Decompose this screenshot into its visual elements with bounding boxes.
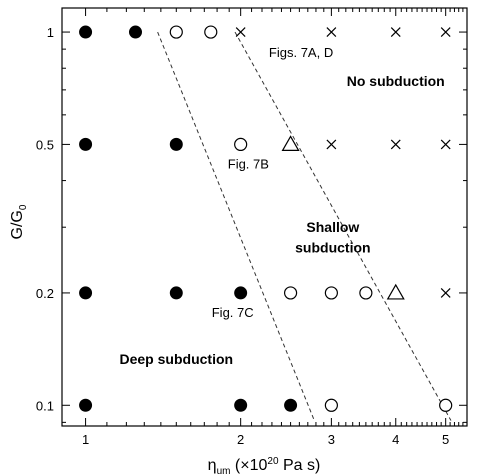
- open-circle-point: [439, 398, 453, 412]
- x-tick-label: 5: [442, 432, 449, 447]
- cross-point: [390, 27, 401, 37]
- filled-circle-point: [234, 398, 248, 412]
- x-tick-label: 1: [82, 432, 89, 447]
- filled-circle-point: [79, 137, 93, 151]
- figure-annotation: Fig. 7C: [212, 305, 254, 320]
- filled-circle-point: [129, 25, 143, 39]
- x-axis-title: ηum (×1020 Pa s): [208, 456, 321, 476]
- cross-point: [440, 27, 451, 37]
- cross-point: [440, 139, 451, 150]
- region-label: Shallow: [306, 219, 359, 235]
- y-tick-label: 0.5: [36, 137, 54, 152]
- filled-circle-point: [169, 137, 183, 151]
- data-markers: [79, 25, 453, 412]
- figure-annotation: Figs. 7A, D: [269, 45, 333, 60]
- open-circle-point: [234, 137, 248, 152]
- cross-point: [390, 139, 401, 150]
- filled-circle-point: [79, 25, 93, 39]
- x-tick-label: 2: [237, 432, 244, 447]
- cross-point: [235, 27, 246, 37]
- open-circle-point: [324, 286, 338, 300]
- x-tick-label: 4: [392, 432, 399, 447]
- filled-circle-point: [284, 398, 298, 412]
- cross-point: [326, 139, 337, 150]
- figure-annotation: Fig. 7B: [228, 156, 269, 171]
- open-triangle-point: [281, 135, 300, 152]
- filled-circle-point: [234, 286, 248, 300]
- region-label: No subduction: [347, 73, 445, 89]
- filled-circle-point: [169, 286, 183, 300]
- x-tick-label: 3: [328, 432, 335, 447]
- cross-point: [440, 288, 451, 298]
- y-tick-label: 1: [47, 25, 54, 40]
- open-circle-point: [359, 286, 373, 300]
- y-axis-title: G/G0: [9, 204, 29, 239]
- region-label: subduction: [295, 239, 370, 255]
- annotations: Figs. 7A, D Fig. 7B Fig. 7C No subduction Sh…: [120, 45, 445, 367]
- axis-ticks: 1 2 3 4 5 0.1 0.2 0.5 1: [36, 8, 467, 447]
- open-circle-point: [169, 25, 183, 39]
- filled-circle-point: [79, 286, 93, 300]
- y-tick-label: 0.1: [36, 398, 54, 413]
- open-circle-point: [324, 398, 338, 412]
- open-circle-point: [204, 25, 218, 39]
- open-triangle-point: [386, 283, 405, 300]
- cross-point: [326, 27, 337, 37]
- filled-circle-point: [79, 398, 93, 412]
- open-circle-point: [283, 286, 298, 300]
- region-label: Deep subduction: [120, 351, 234, 367]
- y-tick-label: 0.2: [36, 286, 54, 301]
- plot-frame: [61, 7, 468, 427]
